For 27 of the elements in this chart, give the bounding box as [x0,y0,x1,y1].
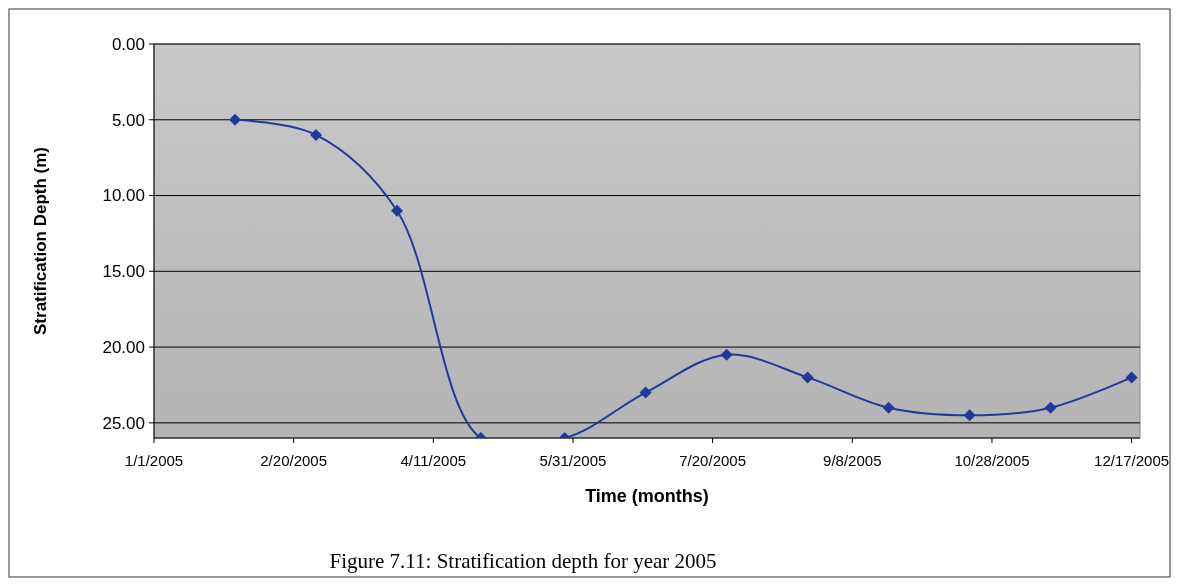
point [882,401,895,414]
x-tick-label: 12/17/2005 [1094,452,1170,469]
point [229,113,241,126]
x-tick-label: 4/11/2005 [400,452,467,469]
point [801,371,814,384]
point [1044,401,1057,414]
x-tick-label: 1/1/2005 [124,452,184,469]
point [391,204,404,217]
y-axis-title: Stratification Depth (m) [31,147,50,335]
point [720,348,733,361]
x-tick-label: 9/8/2005 [823,452,882,469]
x-tick-label: 10/28/2005 [954,452,1030,469]
y-tick-label: 15.00 [102,262,145,282]
x-tick-label: 7/20/2005 [679,452,747,469]
x-tick-label: 5/31/2005 [539,452,607,469]
y-tick-label: 25.00 [102,413,145,433]
point [639,386,652,399]
point [310,128,323,141]
y-tick-label: 20.00 [102,338,145,358]
y-tick-label: 10.00 [102,186,145,206]
point [1125,371,1138,384]
x-axis-title: Time (months) [585,486,709,506]
caption: Figure 7.11: Stratification depth for year 2005 [329,549,717,573]
y-tick-label: 0.00 [111,34,145,54]
y-tick-label: 5.00 [111,110,145,130]
point [963,409,976,422]
x-tick-label: 2/20/2005 [260,452,328,469]
